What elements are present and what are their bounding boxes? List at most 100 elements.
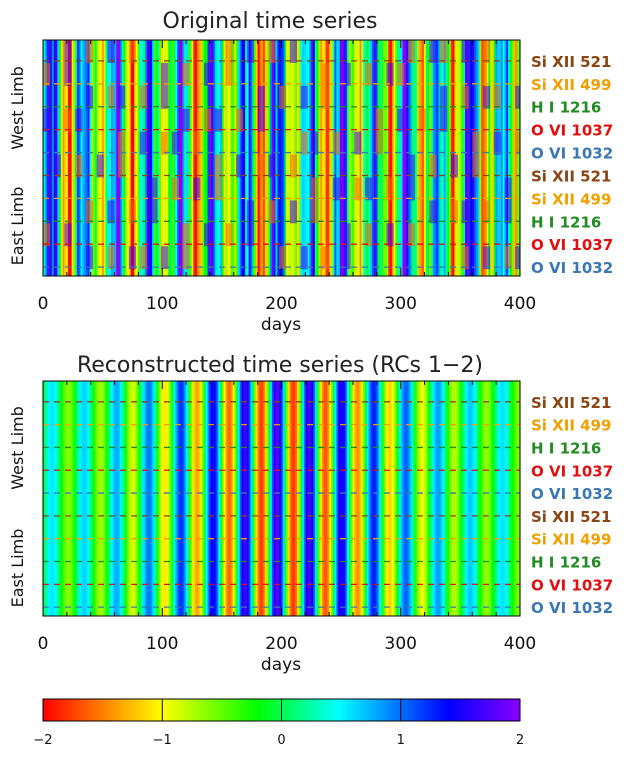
heatmap-patch <box>246 223 255 247</box>
heatmap-column <box>320 40 323 276</box>
x-tick-label: 300 <box>385 634 417 654</box>
heatmap-column <box>474 381 477 616</box>
row-label: H I 1216 <box>531 439 601 457</box>
heatmap-column <box>94 40 98 276</box>
heatmap-patch <box>53 154 61 178</box>
heatmap-column <box>60 381 64 616</box>
heatmap-column <box>515 381 518 616</box>
heatmap-column <box>263 381 266 616</box>
heatmap-column <box>499 40 502 276</box>
heatmap-patch <box>483 40 491 63</box>
heatmap-patch <box>343 62 351 86</box>
heatmap-patch <box>203 62 212 86</box>
heatmap-patch <box>364 223 373 247</box>
heatmap-column <box>50 40 53 276</box>
heatmap-column <box>361 381 364 616</box>
heatmap-column <box>479 381 482 616</box>
heatmap-patch <box>354 177 362 201</box>
heatmap-column <box>275 40 278 276</box>
heatmap-column <box>311 40 314 276</box>
heatmap-patch <box>75 154 83 178</box>
heatmap-column <box>280 381 284 616</box>
heatmap-column <box>43 381 46 616</box>
heatmap-column <box>393 40 396 276</box>
heatmap-column <box>157 40 160 276</box>
heatmap-column <box>432 381 436 616</box>
heatmap-column <box>105 381 108 616</box>
heatmap-patch <box>96 154 104 178</box>
heatmap-column <box>64 381 67 616</box>
heatmap-patch <box>268 40 276 63</box>
heatmap-column <box>500 381 504 616</box>
heatmap-column <box>309 381 312 616</box>
heatmap-column <box>64 40 67 276</box>
heatmap-column <box>264 381 268 616</box>
heatmap-column <box>307 40 311 276</box>
x-tick-label: 200 <box>265 634 297 654</box>
heatmap-column <box>180 40 184 276</box>
heatmap-patch <box>85 40 94 63</box>
chart-title-reconstructed: Reconstructed time series (RCs 1−2) <box>77 353 483 378</box>
heatmap-column <box>345 40 348 276</box>
heatmap-column <box>475 381 479 616</box>
heatmap-column <box>508 40 511 276</box>
heatmap-patch <box>43 62 51 86</box>
heatmap-column <box>341 381 345 616</box>
heatmap-column <box>481 381 484 616</box>
heatmap-column <box>515 40 518 276</box>
heatmap-patch <box>515 246 520 270</box>
heatmap-column <box>246 381 250 616</box>
heatmap-patch <box>515 131 520 155</box>
heatmap-column <box>157 381 160 616</box>
heatmap-column <box>103 381 107 616</box>
colorbar-tick-label: −1 <box>153 733 172 748</box>
heatmap-column <box>225 40 228 276</box>
heatmap-column <box>484 381 488 616</box>
heatmap-patch <box>128 200 137 224</box>
heatmap-patch <box>193 131 201 155</box>
heatmap-column <box>191 381 194 616</box>
heatmap-patch <box>225 223 233 247</box>
heatmap-patch <box>450 200 458 224</box>
heatmap-column <box>325 381 329 616</box>
heatmap-column <box>300 381 303 616</box>
heatmap-column <box>245 40 248 276</box>
heatmap-column <box>384 381 388 616</box>
heatmap-patch <box>171 177 179 201</box>
heatmap-column <box>234 381 237 616</box>
heatmap-column <box>116 40 119 276</box>
heatmap-column <box>203 40 207 276</box>
heatmap-column <box>209 381 212 616</box>
heatmap-patch <box>171 131 179 155</box>
heatmap-column <box>329 40 332 276</box>
heatmap-patch <box>161 85 169 109</box>
heatmap-column <box>313 381 316 616</box>
heatmap-column <box>143 381 146 616</box>
heatmap-column <box>191 40 194 276</box>
heatmap-patch <box>450 154 458 178</box>
heatmap-column <box>436 40 439 276</box>
heatmap-column <box>490 40 493 276</box>
heatmap-patch <box>493 131 501 155</box>
heatmap-column <box>461 40 464 276</box>
heatmap-column <box>236 381 239 616</box>
heatmap-column <box>354 40 357 276</box>
heatmap-column <box>406 381 409 616</box>
heatmap-patch <box>75 108 83 132</box>
heatmap-column <box>302 381 305 616</box>
ylabel-west-limb-reconstructed: West Limb <box>8 406 27 490</box>
heatmap-column <box>302 40 305 276</box>
heatmap-column <box>425 40 429 276</box>
heatmap-patch <box>429 200 437 224</box>
heatmap-column <box>298 40 302 276</box>
heatmap-column <box>227 381 230 616</box>
heatmap-column <box>416 381 420 616</box>
heatmap-column <box>243 381 246 616</box>
heatmap-column <box>504 381 507 616</box>
heatmap-column <box>388 40 391 276</box>
heatmap-column <box>245 381 248 616</box>
heatmap-column <box>420 381 423 616</box>
heatmap-column <box>406 40 409 276</box>
heatmap-column <box>66 40 69 276</box>
heatmap-column <box>479 40 482 276</box>
